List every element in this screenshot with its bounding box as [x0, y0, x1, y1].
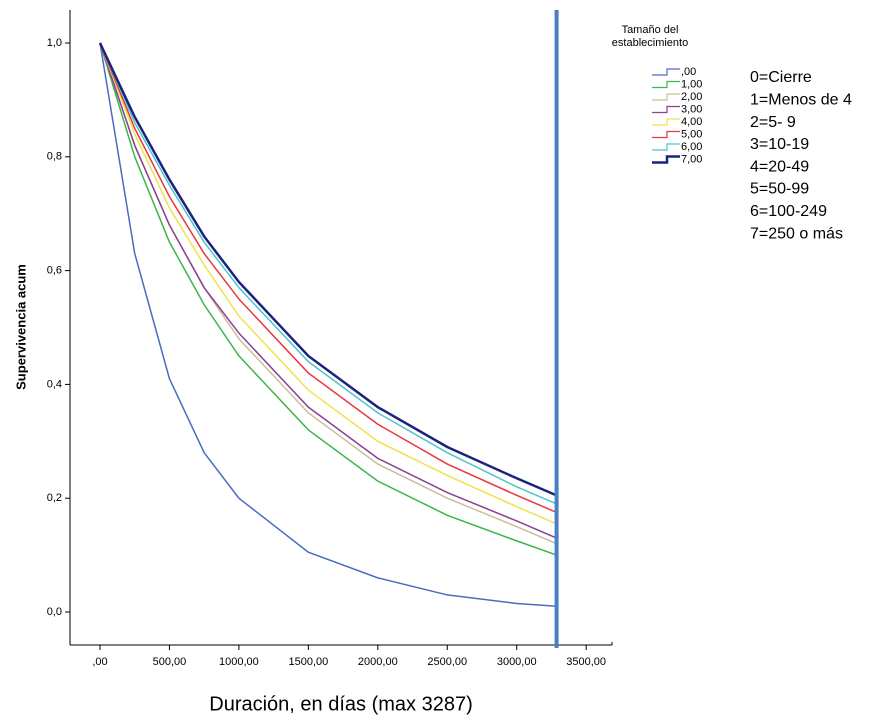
x-tick-label: 1000,00: [219, 656, 259, 668]
x-tick-label: 3000,00: [497, 656, 537, 668]
legend-note: 6=100-249: [750, 203, 827, 220]
legend-label: 2,00: [681, 91, 702, 103]
legend-swatch: [652, 130, 680, 139]
y-tick-label: 1,0: [47, 37, 62, 49]
survival-curve: [98, 42, 558, 497]
survival-curve: [99, 42, 557, 505]
legend-label: ,00: [681, 66, 696, 78]
legend-label: 5,00: [681, 128, 702, 140]
survival-curve: [99, 42, 557, 608]
survival-curve: [99, 42, 557, 539]
legend-title: Tamaño del: [622, 24, 679, 36]
y-tick-label: 0,8: [47, 151, 62, 163]
legend-swatch: [652, 155, 680, 164]
legend-note: 2=5- 9: [750, 114, 796, 131]
survival-curve: [99, 42, 557, 525]
legend-label: 7,00: [681, 153, 702, 165]
y-tick-label: 0,4: [47, 378, 62, 390]
legend-swatch: [652, 93, 680, 101]
y-axis-label: Supervivencia acum: [13, 264, 28, 390]
legend-note: 4=20-49: [750, 158, 809, 175]
x-tick-label: 500,00: [153, 656, 187, 668]
legend-label: 1,00: [681, 78, 702, 90]
x-tick-label: 1500,00: [288, 656, 328, 668]
x-tick-label: ,00: [92, 656, 107, 668]
legend-label: 6,00: [681, 141, 702, 153]
x-tick-label: 2500,00: [427, 656, 467, 668]
legend-note: 0=Cierre: [750, 69, 812, 86]
legend-title: establecimiento: [612, 37, 688, 49]
legend-swatch: [652, 143, 680, 151]
x-axis-label: Duración, en días (max 3287): [209, 693, 472, 715]
legend-label: 4,00: [681, 116, 702, 128]
legend-note: 5=50-99: [750, 181, 809, 198]
y-tick-label: 0,0: [47, 606, 62, 618]
legend-note: 7=250 o más: [750, 225, 843, 242]
y-tick-label: 0,6: [47, 265, 62, 277]
y-tick-label: 0,2: [47, 492, 62, 504]
legend-swatch: [652, 118, 680, 126]
x-tick-label: 2000,00: [358, 656, 398, 668]
legend-swatch: [652, 105, 680, 114]
survival-curve: [99, 42, 557, 556]
legend-note: 3=10-19: [750, 136, 809, 153]
x-tick-label: 3500,00: [566, 656, 606, 668]
survival-curve: [99, 42, 557, 514]
legend-label: 3,00: [681, 103, 702, 115]
legend-note: 1=Menos de 4: [750, 92, 852, 109]
legend-swatch: [652, 80, 680, 89]
legend-swatch: [652, 68, 680, 76]
